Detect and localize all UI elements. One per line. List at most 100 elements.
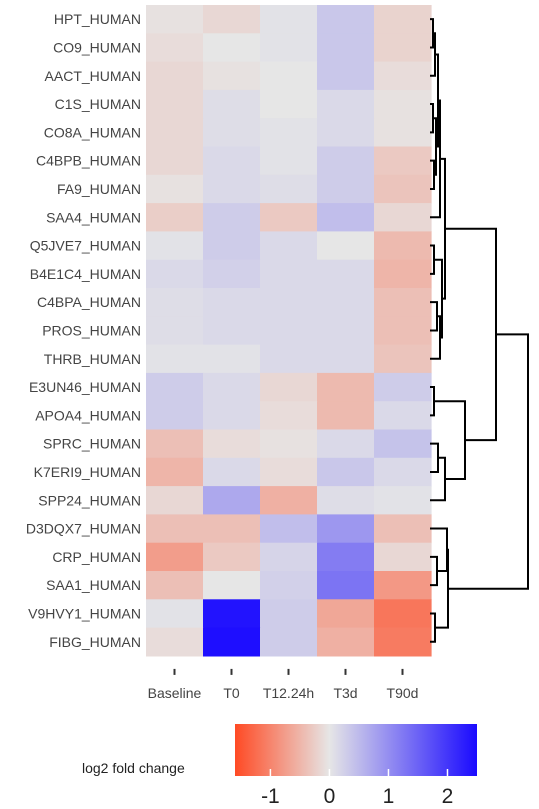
heatmap-cell [317, 203, 375, 232]
heatmap-cell [203, 259, 261, 289]
row-label: E3UN46_HUMAN [29, 379, 141, 395]
heatmap-cell [203, 429, 261, 459]
heatmap-cell [374, 542, 432, 572]
heatmap-cell [317, 231, 375, 261]
heatmap-cell [260, 89, 318, 119]
heatmap-cell [146, 33, 204, 63]
heatmap-cell [203, 118, 261, 148]
heatmap-cell [260, 542, 318, 572]
dendrogram-branch [430, 527, 448, 572]
heatmap-cell [203, 146, 261, 176]
row-label: CRP_HUMAN [52, 549, 141, 565]
heatmap-cell [260, 288, 318, 317]
heatmap-cell [317, 5, 375, 34]
heatmap-cell [203, 5, 261, 34]
column-label: T12.24h [263, 685, 314, 701]
heatmap-cell [317, 33, 375, 63]
row-labels: HPT_HUMAN CO9_HUMAN AACT_HUMAN C1S_HUMAN CO8… [26, 11, 141, 650]
heatmap-cell [317, 174, 375, 204]
row-label: Q5JVE7_HUMAN [30, 238, 141, 254]
heatmap-cell [260, 372, 318, 402]
heatmap-cell [260, 486, 318, 515]
heatmap-cell [317, 542, 375, 572]
heatmap-cell [260, 514, 318, 544]
column-label: T0 [223, 685, 240, 701]
heatmap-cell [146, 231, 204, 261]
heatmap-cell [317, 288, 375, 317]
row-label: CO8A_HUMAN [44, 124, 141, 140]
heatmap-cell [146, 5, 204, 34]
heatmap-cell [146, 571, 204, 600]
dendrogram-branch [448, 333, 529, 590]
heatmap-cell [260, 203, 318, 232]
row-label: B4E1C4_HUMAN [30, 266, 141, 282]
heatmap-cell [374, 5, 432, 34]
heatmap-cell [203, 61, 261, 91]
heatmap-cell [317, 344, 375, 374]
heatmap-cell [374, 288, 432, 317]
heatmap-cell [260, 627, 318, 657]
heatmap-cell [317, 146, 375, 176]
heatmap-cell [374, 33, 432, 63]
heatmap-cell [374, 174, 432, 204]
heatmap-cell [374, 146, 432, 176]
heatmap-cell [203, 288, 261, 317]
heatmap-cell [317, 89, 375, 119]
column-label: T90d [387, 685, 419, 701]
heatmap-cell [146, 514, 204, 544]
heatmap-cell [317, 259, 375, 289]
row-label: FA9_HUMAN [57, 181, 141, 197]
heatmap-cell [260, 259, 318, 289]
heatmap-cell [203, 571, 261, 600]
heatmap-cell [203, 457, 261, 487]
row-dendrogram [430, 18, 529, 643]
heatmap-cell [260, 33, 318, 63]
heatmap-cell [146, 372, 204, 402]
heatmap-cell [317, 627, 375, 657]
heatmap-cells [146, 5, 432, 657]
row-label: CO9_HUMAN [53, 39, 141, 55]
heatmap-cell [146, 542, 204, 572]
heatmap-cell [374, 571, 432, 600]
row-label: SAA4_HUMAN [46, 209, 141, 225]
heatmap-cell [374, 259, 432, 289]
legend-title: log2 fold change [82, 760, 185, 776]
heatmap-cell [203, 174, 261, 204]
heatmap-cell [260, 457, 318, 487]
heatmap-cell [203, 316, 261, 346]
heatmap-cell [317, 514, 375, 544]
heatmap-cell [317, 457, 375, 487]
heatmap-cell [260, 344, 318, 374]
heatmap-cell [374, 344, 432, 374]
heatmap-cell [260, 401, 318, 431]
heatmap-cell [203, 344, 261, 374]
heatmap-cell [374, 457, 432, 487]
heatmap-cell [317, 599, 375, 629]
heatmap-cell [146, 89, 204, 119]
column-label: T3d [333, 685, 357, 701]
heatmap-cell [260, 174, 318, 204]
heatmap-cell [374, 231, 432, 261]
heatmap-cell [260, 429, 318, 459]
legend-tick-label: 2 [442, 785, 454, 808]
row-label: AACT_HUMAN [45, 68, 141, 84]
heatmap-cell [203, 542, 261, 572]
heatmap-cell [146, 344, 204, 374]
row-label: FIBG_HUMAN [49, 634, 141, 650]
color-legend: log2 fold change -1 0 1 2 [82, 724, 477, 808]
heatmap-cell [146, 316, 204, 346]
heatmap-cell [317, 118, 375, 148]
heatmap-cell [317, 316, 375, 346]
heatmap-cell [146, 61, 204, 91]
column-label: Baseline [148, 685, 202, 701]
heatmap-cell [374, 429, 432, 459]
heatmap-cell [203, 89, 261, 119]
heatmap-cell [146, 599, 204, 629]
legend-tick-label: -1 [261, 785, 280, 808]
heatmap-cell [374, 486, 432, 515]
heatmap-cell [146, 118, 204, 148]
legend-tick-label: 0 [324, 785, 336, 808]
heatmap-cell [203, 203, 261, 232]
row-label: THRB_HUMAN [44, 351, 141, 367]
heatmap-cell [374, 627, 432, 657]
